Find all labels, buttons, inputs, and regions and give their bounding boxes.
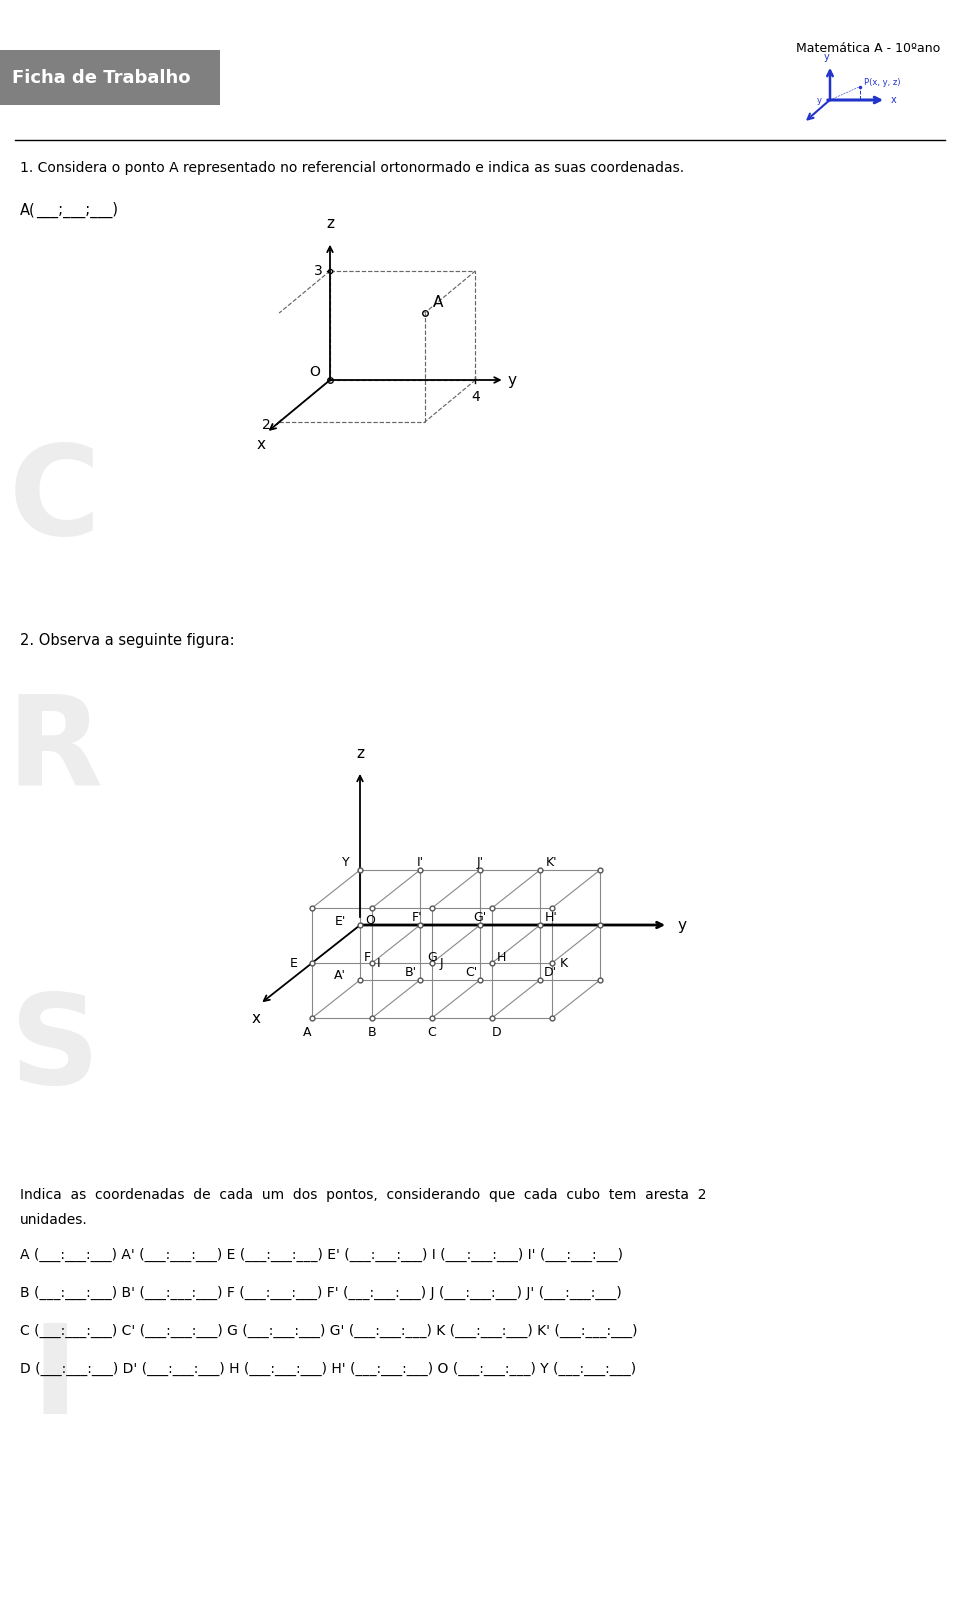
- Text: G: G: [427, 950, 437, 963]
- Text: y: y: [678, 917, 687, 932]
- Text: 3: 3: [314, 264, 323, 278]
- Text: A (___:___:___) A' (___:___:___) E (___:___:___) E' (___:___:___) I (___:___:___: A (___:___:___) A' (___:___:___) E (___:…: [20, 1247, 623, 1262]
- Text: B (___:___:___) B' (___:___:___) F (___:___:___) F' (___:___:___) J (___:___:___: B (___:___:___) B' (___:___:___) F (___:…: [20, 1286, 622, 1301]
- Text: F': F': [412, 911, 422, 924]
- Text: x: x: [891, 95, 897, 105]
- Text: D': D': [544, 966, 557, 979]
- Text: C: C: [10, 440, 101, 560]
- Text: y: y: [817, 95, 822, 105]
- Text: G': G': [473, 911, 487, 924]
- Text: O: O: [365, 914, 374, 927]
- Text: I': I': [417, 856, 423, 869]
- Text: R: R: [7, 689, 103, 811]
- Text: 2: 2: [262, 417, 271, 432]
- Text: O: O: [309, 366, 320, 379]
- Text: 2. Observa a seguinte figura:: 2. Observa a seguinte figura:: [20, 633, 234, 647]
- Text: C (___:___:___) C' (___:___:___) G (___:___:___) G' (___:___:___) K (___:___:___: C (___:___:___) C' (___:___:___) G (___:…: [20, 1324, 637, 1338]
- Text: H': H': [545, 911, 558, 924]
- Text: J': J': [476, 856, 484, 869]
- Text: A: A: [433, 294, 443, 311]
- Text: A(: A(: [20, 202, 36, 217]
- Text: B: B: [368, 1026, 376, 1039]
- Text: unidades.: unidades.: [20, 1214, 87, 1226]
- Text: A': A': [334, 969, 346, 982]
- Text: E: E: [290, 956, 298, 969]
- Text: Ficha de Trabalho: Ficha de Trabalho: [12, 70, 190, 87]
- Text: y: y: [824, 52, 829, 61]
- Text: P(x, y, z): P(x, y, z): [864, 78, 900, 87]
- Text: B': B': [405, 966, 417, 979]
- Text: x: x: [256, 437, 266, 451]
- Text: A: A: [302, 1026, 311, 1039]
- Text: z: z: [356, 746, 364, 760]
- Text: 4: 4: [471, 390, 480, 404]
- Text: y: y: [507, 372, 516, 387]
- Text: ___;___;___): ___;___;___): [36, 202, 118, 218]
- Text: J: J: [440, 956, 444, 969]
- Text: 1. Considera o ponto A representado no referencial ortonormado e indica as suas : 1. Considera o ponto A representado no r…: [20, 162, 684, 175]
- Text: K': K': [546, 856, 558, 869]
- Text: F: F: [364, 950, 371, 963]
- Text: C: C: [427, 1026, 437, 1039]
- Text: K: K: [560, 956, 568, 969]
- Text: Matemática A - 10ºano: Matemática A - 10ºano: [796, 42, 940, 55]
- Text: E': E': [335, 914, 346, 927]
- Text: S: S: [10, 990, 100, 1110]
- Text: C': C': [465, 966, 477, 979]
- Text: H: H: [497, 950, 506, 963]
- Text: x: x: [252, 1011, 260, 1026]
- Text: I: I: [32, 1320, 79, 1440]
- Bar: [0, 50, 220, 105]
- Text: I: I: [377, 956, 380, 969]
- Text: D: D: [492, 1026, 502, 1039]
- Text: D (___:___:___) D' (___:___:___) H (___:___:___) H' (___:___:___) O (___:___:___: D (___:___:___) D' (___:___:___) H (___:…: [20, 1362, 636, 1375]
- Text: Indica  as  coordenadas  de  cada  um  dos  pontos,  considerando  que  cada  cu: Indica as coordenadas de cada um dos pon…: [20, 1188, 707, 1202]
- Text: z: z: [326, 215, 334, 231]
- Text: Y: Y: [343, 856, 350, 869]
